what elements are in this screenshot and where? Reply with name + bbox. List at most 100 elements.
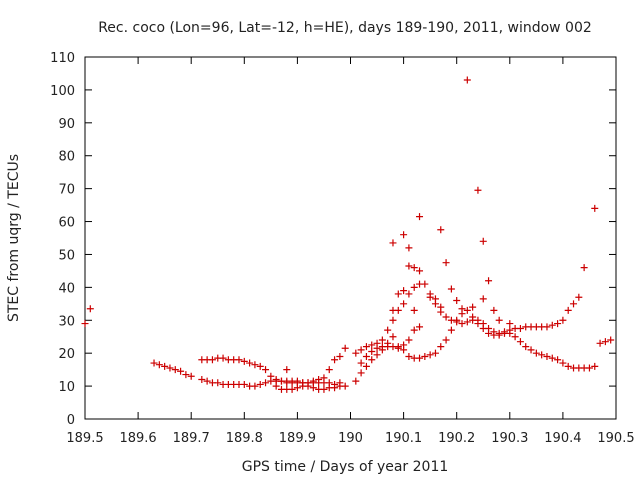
data-point	[437, 343, 445, 351]
data-point	[256, 362, 264, 370]
x-tick-label: 190.5	[597, 431, 634, 446]
y-tick-label: 60	[58, 216, 75, 231]
data-point	[479, 320, 487, 328]
x-tick-label: 189.9	[279, 431, 316, 446]
data-point	[543, 323, 551, 331]
x-tick-label: 190	[338, 431, 363, 446]
data-point	[373, 344, 381, 352]
y-tick-label: 100	[50, 84, 75, 99]
data-point	[331, 384, 339, 392]
x-tick-label: 189.8	[226, 431, 263, 446]
data-point	[161, 362, 169, 370]
data-point	[416, 354, 424, 362]
data-point	[405, 336, 413, 344]
data-point	[341, 344, 349, 352]
x-tick-label: 189.5	[66, 431, 103, 446]
y-tick-label: 30	[58, 314, 75, 329]
data-point	[267, 372, 275, 380]
data-point	[272, 376, 280, 384]
data-point	[421, 352, 429, 360]
data-point	[474, 186, 482, 194]
data-point	[447, 285, 455, 293]
data-point	[320, 385, 328, 393]
data-point	[490, 328, 498, 336]
data-point	[171, 366, 179, 374]
data-point	[458, 305, 466, 313]
y-tick-label: 110	[50, 51, 75, 66]
data-point	[368, 348, 376, 356]
chart-title: Rec. coco (Lon=96, Lat=-12, h=HE), days …	[98, 20, 592, 36]
data-point	[378, 343, 386, 351]
data-point	[394, 290, 402, 298]
data-point	[575, 293, 583, 301]
data-point	[426, 351, 434, 359]
data-point	[331, 356, 339, 364]
data-point	[426, 293, 434, 301]
y-tick-label: 20	[58, 347, 75, 362]
data-point	[437, 226, 445, 234]
data-point	[320, 374, 328, 382]
data-point	[410, 326, 418, 334]
axes: 189.5 189.6 189.7 189.8 189.9 190 190.1 190.2 19…	[50, 51, 634, 446]
data-point	[198, 376, 206, 384]
data-point	[400, 300, 408, 308]
data-point	[352, 377, 360, 385]
data-point	[453, 318, 461, 326]
x-tick-label: 190.4	[544, 431, 581, 446]
data-point	[564, 362, 572, 370]
data-point	[166, 364, 174, 372]
data-point	[405, 262, 413, 270]
data-point	[400, 287, 408, 295]
data-point	[591, 362, 599, 370]
data-point	[506, 326, 514, 334]
y-axis-label: STEC from uqrg / TECUs	[6, 154, 22, 322]
y-tick-label: 70	[58, 183, 75, 198]
data-point	[431, 349, 439, 357]
data-point	[246, 359, 254, 367]
data-point	[580, 264, 588, 272]
data-point	[458, 320, 466, 328]
data-point	[405, 244, 413, 252]
data-point	[416, 323, 424, 331]
data-point	[325, 366, 333, 374]
data-point	[495, 329, 503, 337]
data-point	[447, 316, 455, 324]
data-point	[368, 356, 376, 364]
data-point	[490, 306, 498, 314]
data-point	[400, 341, 408, 349]
data-point	[479, 237, 487, 245]
data-point	[309, 384, 317, 392]
x-axis-label: GPS time / Days of year 2011	[242, 459, 449, 475]
data-point	[548, 354, 556, 362]
data-point	[293, 384, 301, 392]
data-point	[463, 318, 471, 326]
data-point	[309, 377, 317, 385]
data-point	[564, 306, 572, 314]
data-point	[357, 369, 365, 377]
data-point	[405, 352, 413, 360]
data-point	[177, 367, 185, 375]
data-point	[442, 336, 450, 344]
y-tick-label: 50	[58, 248, 75, 263]
data-point	[410, 283, 418, 291]
data-point	[405, 290, 413, 298]
y-tick-label: 90	[58, 117, 75, 132]
data-point	[262, 379, 270, 387]
y-tick-label: 10	[58, 380, 75, 395]
data-point	[431, 295, 439, 303]
data-point	[596, 339, 604, 347]
data-point	[362, 343, 370, 351]
data-point	[378, 336, 386, 344]
data-point	[416, 213, 424, 221]
x-tick-label: 190.1	[385, 431, 422, 446]
data-point	[341, 382, 349, 390]
data-point	[357, 346, 365, 354]
data-point	[187, 372, 195, 380]
data-point	[591, 204, 599, 212]
data-point	[516, 325, 524, 332]
data-point	[336, 352, 344, 360]
data-point	[447, 326, 455, 334]
data-point	[474, 316, 482, 324]
data-point	[469, 303, 477, 311]
